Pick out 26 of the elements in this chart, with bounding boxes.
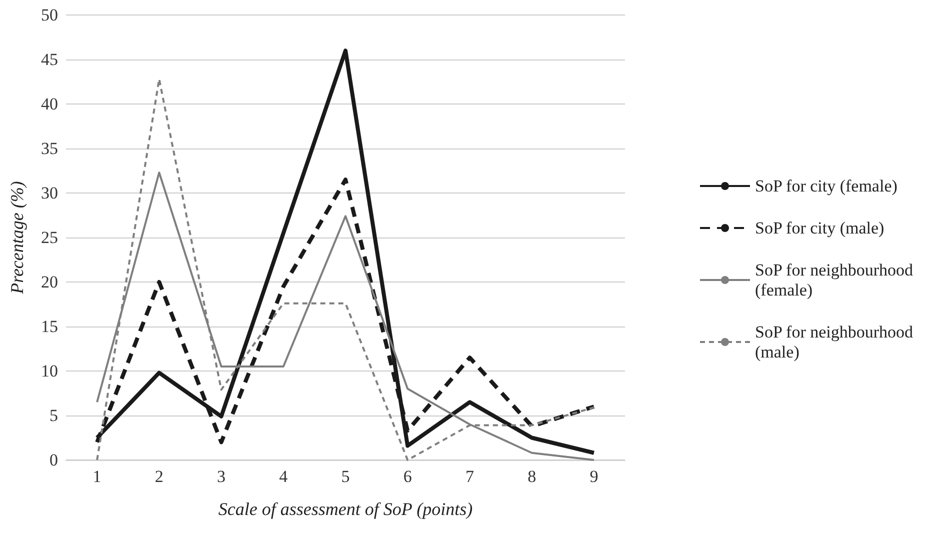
x-tick-label: 2 — [154, 467, 164, 486]
x-tick-label: 1 — [92, 467, 102, 486]
y-axis-title: Precentage (%) — [7, 181, 27, 295]
y-tick-label: 0 — [50, 450, 58, 470]
x-tick-label: 8 — [528, 467, 536, 486]
x-axis-title: Scale of assessment of SoP (points) — [218, 499, 473, 519]
x-tick-label: 6 — [403, 467, 412, 486]
y-tick-label: 30 — [41, 184, 58, 202]
x-tick-label: 7 — [465, 467, 474, 486]
y-tick-label: 45 — [41, 50, 58, 69]
legend-label: SoP for neighbourhood (female) — [755, 260, 918, 300]
y-tick-label: 40 — [41, 94, 58, 114]
x-tick-label: 5 — [341, 467, 350, 486]
y-tick-label: 35 — [41, 139, 58, 158]
legend-label: SoP for city (male) — [755, 218, 884, 238]
y-tick-label: 10 — [41, 362, 58, 380]
legend-label: SoP for neighbourhood (male) — [755, 322, 918, 362]
y-tick-label: 50 — [41, 6, 58, 24]
y-tick-label: 20 — [41, 272, 58, 292]
y-tick-label: 25 — [41, 228, 58, 247]
y-tick-label: 5 — [50, 406, 58, 425]
x-tick-label: 9 — [590, 467, 598, 486]
y-tick-label: 15 — [41, 317, 58, 336]
legend-label: SoP for city (female) — [755, 176, 898, 196]
x-tick-label: 3 — [217, 467, 226, 486]
x-tick-label: 4 — [279, 467, 288, 486]
